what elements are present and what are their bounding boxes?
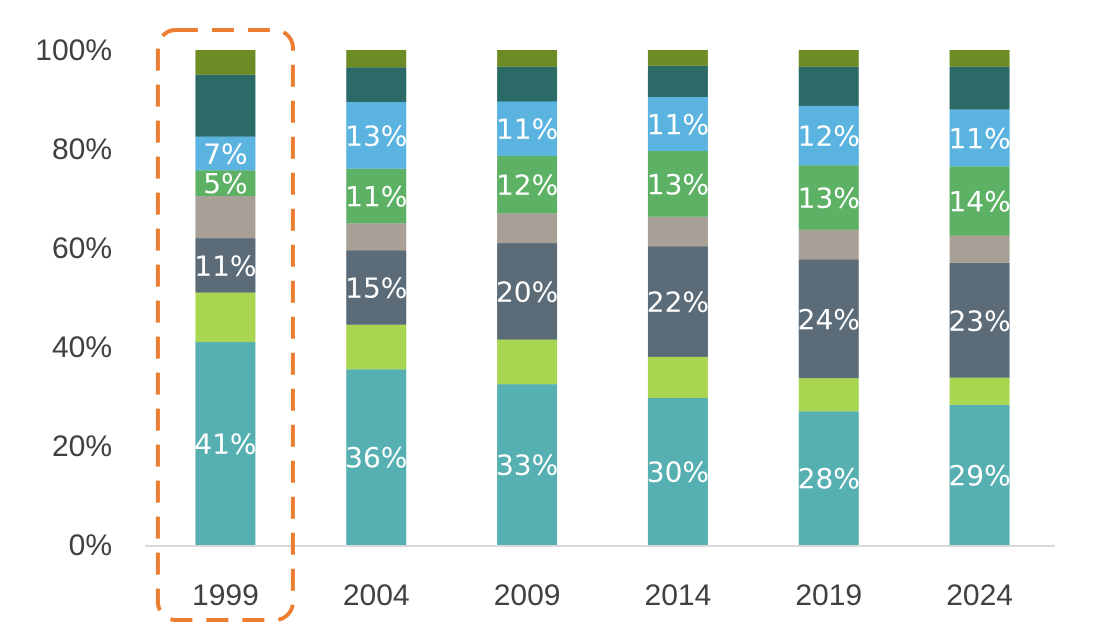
x-tick-label: 2024 (946, 579, 1013, 612)
bar-segment (497, 243, 558, 340)
bar-segment (798, 66, 859, 106)
bar-segment (647, 246, 708, 357)
data-label: 22% (647, 286, 709, 319)
bar-segment (647, 150, 708, 217)
bar-segment (346, 101, 407, 169)
data-label: 33% (496, 449, 558, 482)
bar-segment (195, 342, 256, 545)
bar-segment (647, 97, 708, 151)
bar-segment (497, 66, 558, 102)
data-label: 20% (496, 275, 558, 308)
bar-segment (346, 369, 407, 545)
y-tick-label: 60% (52, 232, 112, 265)
bar-segment (949, 262, 1010, 378)
bar-segment (798, 378, 859, 412)
bar-segment (346, 324, 407, 370)
x-tick-label: 2004 (343, 579, 410, 612)
y-tick-label: 100% (35, 34, 112, 67)
bar-segment (798, 229, 859, 260)
bar-segment (798, 50, 859, 67)
bar-segment (798, 105, 859, 166)
data-label: 28% (798, 462, 860, 495)
bar-segment (798, 411, 859, 545)
bar-segment (647, 65, 708, 98)
y-axis-ticks: 0% 20% 40% 60% 80% 100% (35, 34, 112, 562)
bar-segment (949, 377, 1010, 405)
bar-segment (949, 235, 1010, 263)
bar-segment (798, 165, 859, 230)
bar-segment (949, 109, 1010, 167)
data-label: 15% (345, 272, 407, 305)
bar-segment (346, 223, 407, 251)
highlight-box-1999 (155, 28, 295, 622)
data-label: 13% (647, 168, 709, 201)
bar-segment (949, 50, 1010, 67)
data-label: 11% (194, 249, 256, 282)
x-tick-label: 1999 (192, 579, 259, 612)
x-tick-label: 2019 (795, 579, 862, 612)
bar-segment (647, 397, 708, 545)
bar-segment (195, 292, 256, 343)
y-tick-label: 20% (52, 430, 112, 463)
bar-segment (798, 259, 859, 379)
bar-segment (647, 216, 708, 247)
bar-segment (497, 213, 558, 244)
data-label: 13% (798, 182, 860, 215)
bar-segment (346, 50, 407, 68)
bar-segment (195, 238, 256, 293)
bar-segment (497, 50, 558, 67)
data-label: 30% (647, 455, 709, 488)
data-label: 23% (948, 304, 1010, 337)
bar-segment (647, 50, 708, 66)
bar-segment (346, 250, 407, 325)
bar-segment (497, 384, 558, 545)
x-tick-label: 2014 (645, 579, 712, 612)
data-labels: 41% 11% 5%7% 36% 15% 11% 13% 33% 20% 12% 11% 30% 22%… (194, 108, 1010, 495)
data-label: 24% (798, 303, 860, 336)
bar-segment (497, 339, 558, 385)
data-label: 11% (647, 108, 709, 141)
x-axis-ticks: 1999 2004 2009 2014 2019 2024 (192, 579, 1013, 612)
y-tick-label: 40% (52, 331, 112, 364)
bar-segment (195, 196, 256, 239)
bar-segment (497, 101, 558, 156)
data-label: 11% (496, 113, 558, 146)
bar-segments (195, 50, 1010, 545)
data-label: 11% (345, 180, 407, 213)
bar-segment (195, 50, 256, 75)
bar-segment (497, 155, 558, 214)
data-label: 12% (798, 120, 860, 153)
y-tick-label: 80% (52, 133, 112, 166)
bar-segment (195, 170, 256, 197)
data-label: 14% (948, 185, 1010, 218)
bar-segment (346, 168, 407, 224)
bar-segment (949, 66, 1010, 110)
y-tick-label: 0% (69, 529, 112, 562)
bar-segment (195, 74, 256, 137)
data-label: 12% (496, 169, 558, 202)
bar-segment (949, 166, 1010, 236)
data-label: 36% (345, 441, 407, 474)
data-label: 5% (203, 167, 247, 200)
data-label: 7% (203, 137, 247, 170)
data-label: 41% (194, 428, 256, 461)
x-tick-label: 2009 (494, 579, 561, 612)
bar-segment (195, 136, 256, 171)
data-label: 11% (948, 122, 1010, 155)
data-label: 29% (948, 459, 1010, 492)
bar-segment (346, 67, 407, 102)
bar-segment (647, 356, 708, 398)
data-label: 13% (345, 119, 407, 152)
bar-segment (949, 404, 1010, 545)
